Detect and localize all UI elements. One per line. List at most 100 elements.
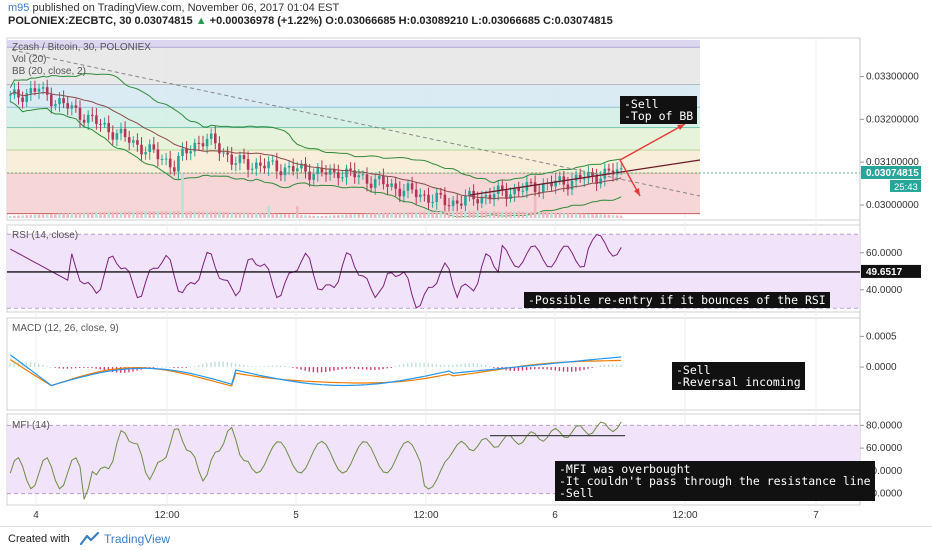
author-link[interactable]: m95 (8, 2, 30, 14)
macd-histogram-bar (534, 367, 536, 370)
macd-histogram-bar (386, 367, 388, 369)
volume-bar (70, 213, 74, 218)
tradingview-link[interactable]: TradingView (104, 532, 171, 546)
bb-basis-line (10, 91, 622, 200)
volume-bar (123, 211, 127, 218)
candle-body (250, 168, 254, 170)
macd-histogram-bar (521, 367, 524, 371)
macd-histogram-bar (128, 367, 130, 373)
candle-body (246, 159, 250, 170)
annotation-rsi-reentry: -Possible re-entry if it bounces of the … (524, 292, 830, 308)
macd-histogram-bar (169, 366, 171, 368)
macd-histogram-bar (267, 365, 269, 368)
macd-histogram-bar (329, 367, 331, 372)
volume-bar (341, 214, 344, 218)
macd-histogram-bar (83, 367, 85, 368)
volume-bar (300, 215, 303, 218)
volume-bar (214, 211, 217, 218)
candle-body (140, 144, 143, 155)
volume-bar (562, 212, 566, 218)
macd-histogram-bar (202, 364, 204, 368)
volume-bar (365, 213, 369, 218)
volume-bar (296, 206, 299, 218)
volume-bar (361, 213, 365, 218)
candle-body (484, 195, 488, 197)
rsi-tick-label: 60.0000 (866, 248, 903, 259)
publish-line: m95 published on TradingView.com, Novemb… (8, 2, 339, 14)
volume-bar (410, 211, 414, 218)
countdown-label: 25:43 (894, 182, 918, 193)
candle-body (550, 182, 553, 187)
candle-body (287, 166, 291, 168)
macd-histogram-bar (107, 367, 110, 372)
footer: Created with TradingView (0, 526, 932, 551)
candle-body (144, 152, 147, 155)
candle-body (86, 114, 90, 123)
volume-bar (607, 214, 611, 218)
volume-bar (357, 214, 361, 218)
macd-histogram-bar (70, 367, 73, 369)
candle-body (431, 202, 434, 204)
candle-body (259, 162, 262, 166)
candle-body (62, 98, 65, 104)
volume-bar (205, 211, 209, 218)
volume-bar (255, 212, 258, 218)
macd-histogram-bar (411, 362, 413, 368)
volume-bar (542, 212, 545, 218)
macd-histogram-bar (558, 367, 561, 372)
volume-bar (533, 196, 537, 218)
fib-zone-3 (7, 107, 700, 128)
candle-body (132, 140, 135, 143)
countdown-badge (890, 179, 921, 192)
macd-histogram-bar (29, 362, 32, 368)
candle-body (349, 168, 352, 171)
rsi-value-badge (861, 264, 921, 278)
mfi-tick-label: 20.0000 (866, 489, 903, 500)
volume-bar (226, 211, 229, 218)
candle-body (115, 133, 119, 140)
candle-body (123, 128, 127, 138)
volume-bar (537, 212, 541, 218)
volume-bar (37, 214, 41, 218)
candle-body (21, 97, 24, 102)
time-tick-label: 7 (813, 510, 819, 521)
macd-histogram-bar (181, 367, 183, 368)
candle-body (554, 180, 557, 187)
volume-bar (54, 213, 57, 218)
macd-histogram-bar (320, 367, 323, 373)
chart-canvas[interactable]: 4 12:00 5 12:00 6 12:00 7 0.03300000 0.03200000 0… (0, 30, 932, 526)
volume-bar (599, 214, 602, 218)
volume-bar (275, 213, 279, 218)
macd-histogram-bar (456, 364, 458, 368)
volume-bar (259, 213, 262, 218)
volume-bar (431, 211, 434, 218)
volume-bar (209, 211, 213, 218)
volume-bar (82, 212, 86, 218)
candle-body (205, 138, 209, 147)
volume-bar (250, 212, 254, 218)
candle-body (398, 188, 402, 197)
macd-histogram-bar (255, 366, 257, 368)
volume-bar (517, 211, 520, 218)
candle-body (447, 205, 451, 207)
macd-histogram-bar (177, 367, 179, 368)
volume-bar (451, 211, 455, 218)
candle-body (607, 168, 611, 171)
volume-bar (222, 211, 225, 218)
fib-zone-2 (7, 84, 700, 108)
volume-bar (611, 215, 615, 218)
macd-tick-label: 0.0005 (866, 331, 897, 342)
macd-histogram-bar (284, 365, 286, 368)
candle-body (54, 104, 57, 107)
candle-body (513, 188, 516, 195)
arrow-up-head-icon (677, 124, 685, 130)
candle-body (296, 168, 299, 172)
candle-body (390, 183, 393, 187)
volume-bar (574, 213, 578, 218)
candle-body (152, 144, 156, 150)
candle-body (460, 203, 463, 206)
volume-bar (513, 211, 516, 218)
macd-histogram-bar (538, 367, 540, 370)
volume-bar (570, 213, 574, 218)
macd-histogram-bar (525, 367, 528, 371)
